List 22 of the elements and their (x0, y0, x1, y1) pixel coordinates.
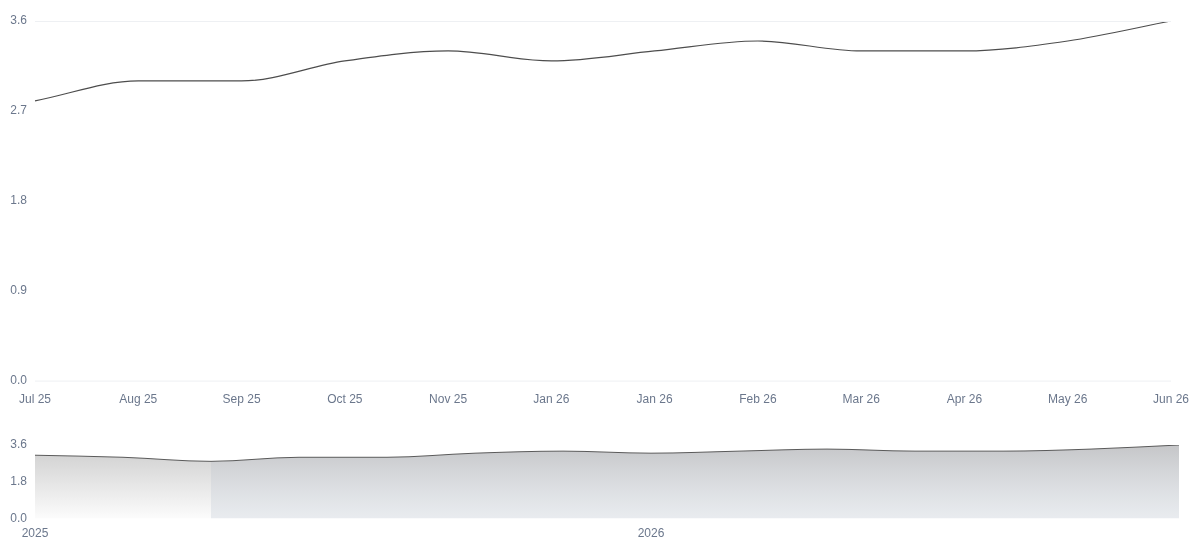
x-tick-label: Jun 26 (1152, 392, 1190, 407)
x-tick-label: Jan 26 (533, 392, 570, 407)
y-tick-label: 1.8 (10, 193, 28, 208)
x-tick-label: Jan 26 (636, 392, 673, 407)
x-tick-label: Jul 25 (18, 392, 52, 407)
x-tick-label: Apr 26 (946, 392, 983, 407)
x-tick-label: May 26 (1048, 392, 1088, 407)
x-tick-label: Mar 26 (842, 392, 881, 407)
x-tick-label: Oct 25 (327, 392, 363, 407)
x-tick-label: 2026 (637, 526, 665, 541)
x-tick-label: 2025 (21, 526, 49, 541)
y-tick-label: 1.8 (10, 474, 28, 489)
y-tick-label: 2.7 (10, 103, 28, 118)
y-tick-label: 0.0 (10, 510, 28, 525)
x-tick-label: Feb 26 (739, 392, 777, 407)
y-tick-label: 0.0 (10, 372, 28, 387)
x-tick-label: Sep 25 (222, 392, 261, 407)
x-tick-label: Aug 25 (119, 392, 158, 407)
y-tick-label: 3.6 (10, 13, 28, 28)
x-tick-label: Nov 25 (429, 392, 468, 407)
y-tick-label: 0.9 (10, 283, 28, 298)
y-tick-label: 3.6 (10, 437, 28, 452)
